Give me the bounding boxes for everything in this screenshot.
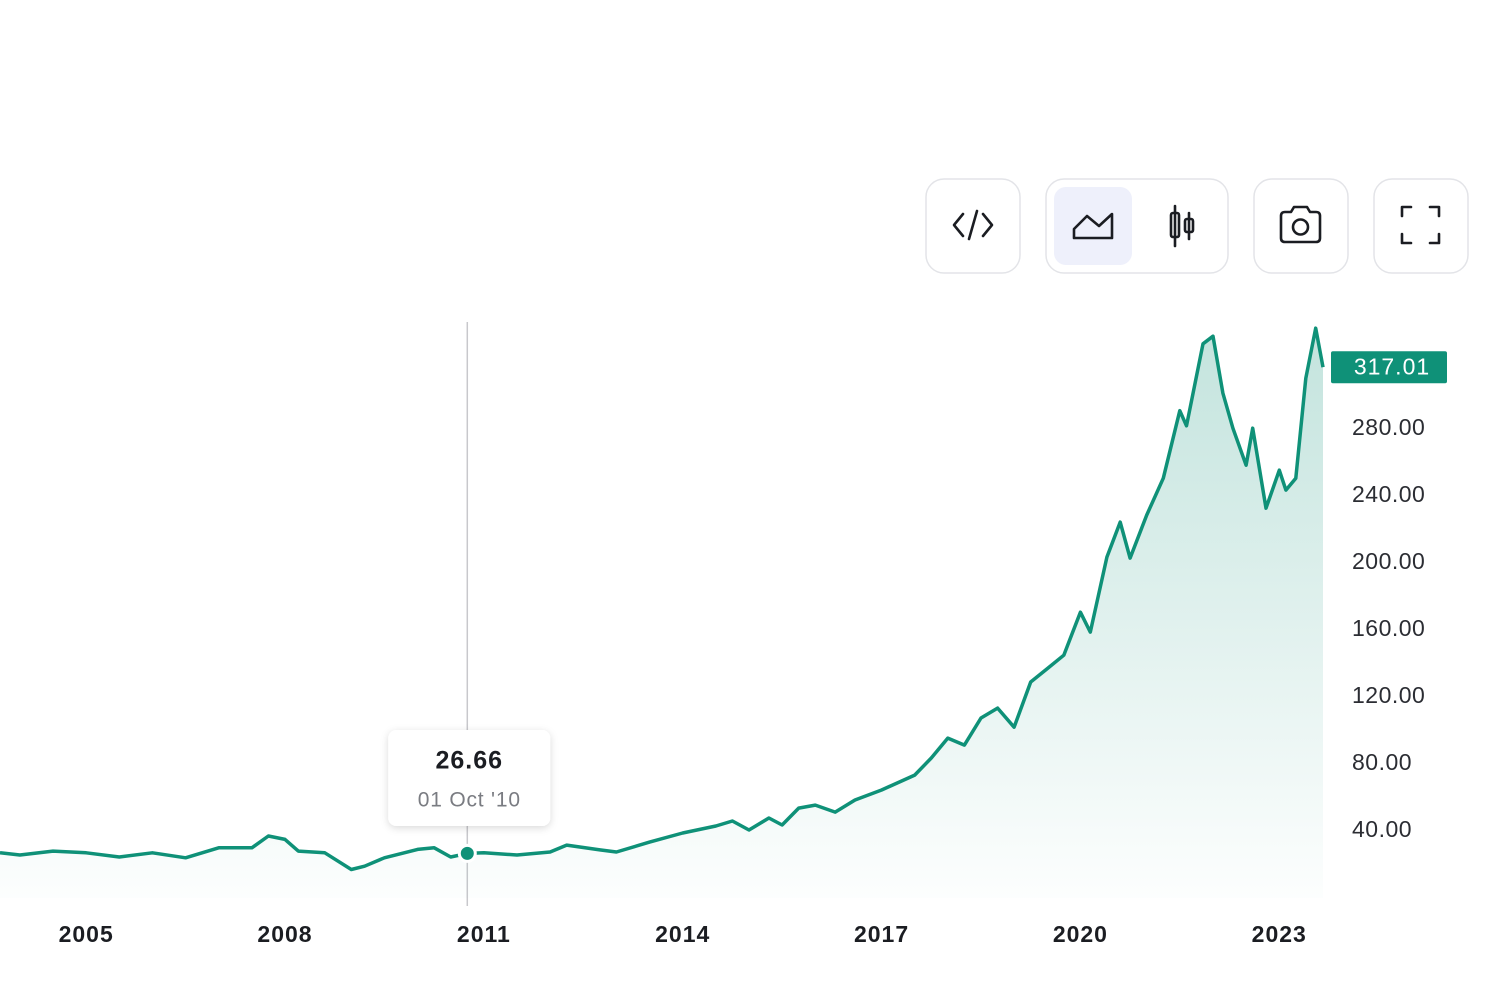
tooltip-value: 26.66 [436, 747, 504, 775]
x-tick-label: 2008 [257, 921, 312, 947]
x-tick-label: 2014 [655, 921, 710, 947]
chart-type-toggle[interactable] [1045, 178, 1229, 274]
y-tick-label: 40.00 [1352, 816, 1412, 842]
x-tick-label: 2020 [1053, 921, 1108, 947]
embed-button[interactable] [925, 178, 1021, 274]
y-tick-label: 200.00 [1352, 548, 1425, 574]
last-price-tag [1331, 351, 1447, 384]
fullscreen-button[interactable] [1373, 178, 1469, 274]
screenshot-button[interactable] [1253, 178, 1349, 274]
x-tick-label: 2023 [1252, 921, 1307, 947]
y-tick-label: 240.00 [1352, 481, 1425, 507]
hover-dot [457, 843, 477, 863]
y-tick-label: 160.00 [1352, 615, 1425, 641]
x-tick-label: 2011 [457, 921, 511, 947]
area-chart-button[interactable] [1054, 187, 1132, 265]
x-tick-label: 2005 [59, 921, 114, 947]
price-line [0, 326, 1325, 872]
y-tick-label: 120.00 [1352, 682, 1425, 708]
x-tick-label: 2017 [854, 921, 909, 947]
y-tick-label: 280.00 [1352, 414, 1425, 440]
y-tick-label: 80.00 [1352, 749, 1412, 775]
candlestick-button[interactable] [1169, 204, 1195, 248]
tooltip-date: 01 Oct '10 [418, 789, 521, 812]
tooltip-box [388, 730, 551, 826]
area-fill [0, 328, 1323, 898]
last-price-label: 317.01 [1354, 353, 1430, 379]
